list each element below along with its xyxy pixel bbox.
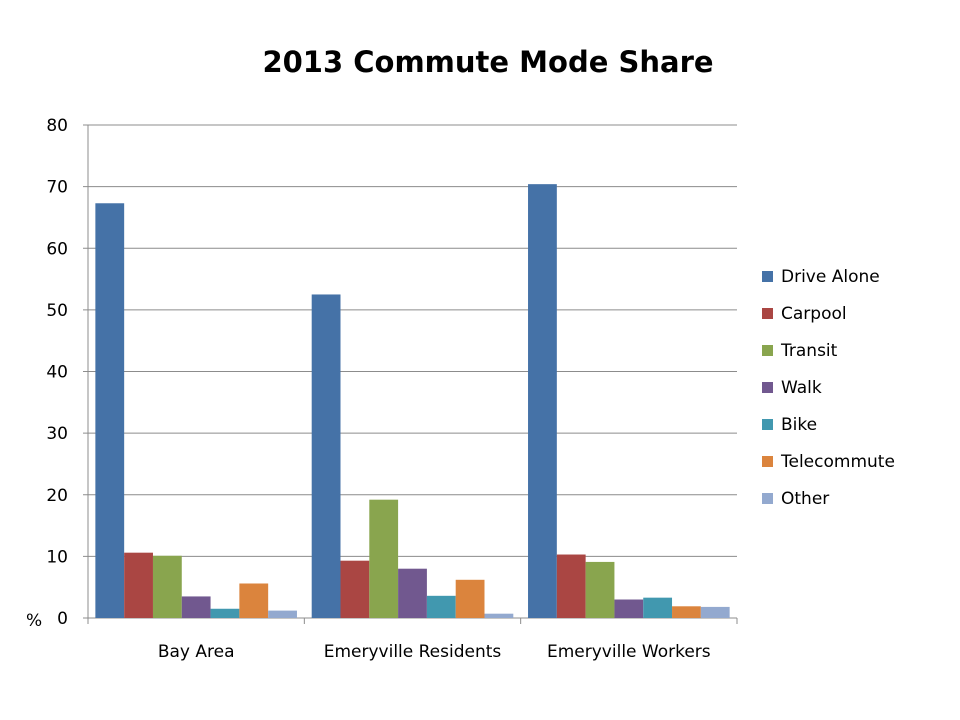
bar-transit [152, 555, 182, 618]
legend: Drive Alone Carpool Transit Walk Bike Telecom… [762, 267, 895, 509]
legend-swatch [762, 382, 773, 393]
legend-swatch [762, 308, 773, 319]
x-category-label: Bay Area [158, 642, 235, 662]
bar-other [700, 606, 730, 618]
legend-label: Telecommute [780, 452, 895, 472]
chart-title: 2013 Commute Mode Share [262, 45, 713, 79]
bar-carpool [124, 552, 153, 618]
bar-carpool [556, 554, 586, 618]
x-axis-categories: Bay Area Emeryville Residents Emeryville W… [158, 642, 711, 662]
legend-label: Carpool [781, 304, 847, 324]
x-category-label: Emeryville Residents [324, 642, 502, 662]
legend-swatch [762, 493, 773, 504]
y-tick-label: 60 [46, 239, 68, 259]
y-tick-label: 80 [46, 116, 68, 136]
bar-transit [369, 499, 399, 618]
bar-transit [585, 561, 615, 618]
bars [95, 184, 730, 619]
y-tick-label: 0 [57, 609, 68, 629]
bar-carpool [340, 560, 370, 618]
bar-walk [181, 596, 211, 618]
legend-label: Other [781, 489, 829, 509]
bar-drive-alone [311, 294, 341, 618]
legend-label: Transit [780, 341, 838, 361]
axes [87, 125, 738, 624]
bar-telecommute [239, 583, 269, 618]
y-tick-label: 30 [46, 424, 68, 444]
y-axis-ticks: 0 10 20 30 40 50 60 70 80 [46, 116, 88, 629]
legend-swatch [762, 419, 773, 430]
bar-walk [614, 599, 644, 618]
legend-swatch [762, 345, 773, 356]
legend-label: Bike [781, 415, 817, 435]
bar-walk [398, 568, 427, 618]
bar-telecommute [455, 579, 485, 618]
bar-drive-alone [95, 203, 125, 619]
gridlines [88, 124, 737, 557]
bar-other [484, 613, 514, 618]
bar-other [268, 610, 297, 618]
legend-swatch [762, 271, 773, 282]
bar-bike [210, 608, 240, 618]
bar-telecommute [672, 606, 701, 618]
bar-bike [643, 597, 673, 618]
legend-swatch [762, 456, 773, 467]
y-tick-label: 70 [46, 178, 68, 198]
y-tick-label: 40 [46, 363, 68, 383]
x-category-label: Emeryville Workers [547, 642, 711, 662]
y-axis-unit-label: % [26, 611, 42, 631]
y-tick-label: 50 [46, 301, 68, 321]
legend-label: Walk [781, 378, 822, 398]
bar-drive-alone [528, 184, 557, 618]
y-tick-label: 20 [46, 486, 68, 506]
bar-bike [426, 595, 456, 618]
y-tick-label: 10 [46, 547, 68, 567]
legend-label: Drive Alone [781, 267, 880, 287]
